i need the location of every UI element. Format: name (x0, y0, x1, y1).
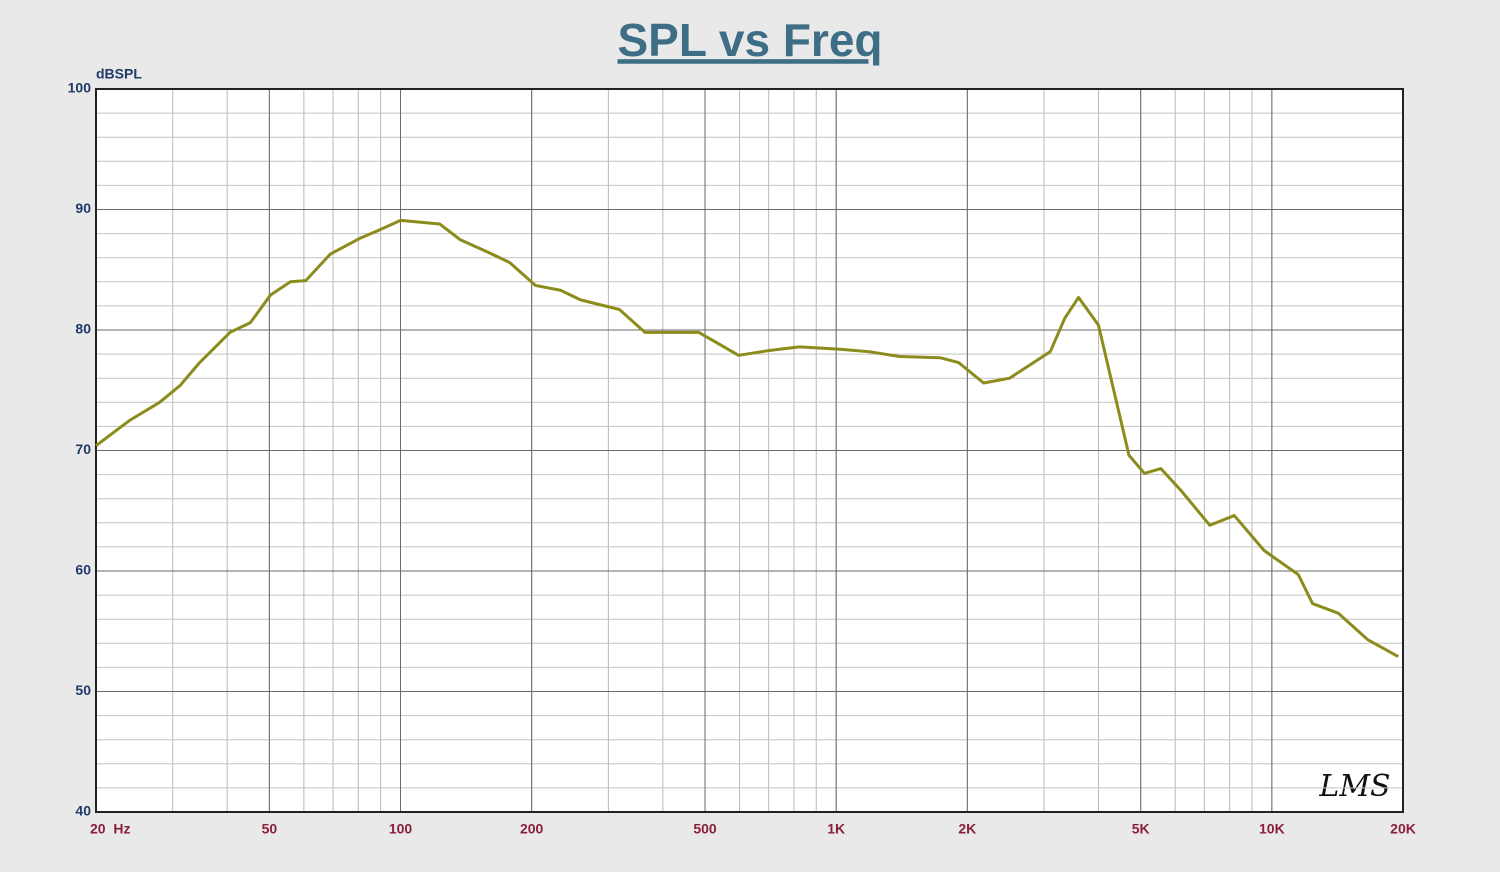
y-axis-label: dBSPL (96, 66, 142, 82)
x-tick-label: 1K (827, 821, 845, 837)
y-tick-label: 90 (75, 200, 91, 216)
x-tick-label: 5K (1132, 821, 1150, 837)
x-tick-label: 200 (520, 821, 544, 837)
x-tick-label: 20 Hz (90, 821, 130, 837)
y-tick-label: 80 (75, 321, 91, 337)
x-tick-label: 20K (1390, 821, 1416, 837)
y-tick-label: 60 (75, 562, 91, 578)
x-tick-label: 50 (262, 821, 278, 837)
y-tick-label: 40 (75, 803, 91, 819)
x-tick-label: 10K (1259, 821, 1285, 837)
series-line (95, 218, 1399, 658)
y-tick-label: 100 (68, 80, 92, 96)
plot-border (95, 88, 1404, 813)
y-tick-label: 50 (75, 682, 91, 698)
x-tick-label: 100 (389, 821, 413, 837)
y-tick-label: 70 (75, 441, 91, 457)
x-tick-label: 2K (958, 821, 976, 837)
watermark: LMS (1318, 769, 1390, 804)
chart-title: SPL vs Freq (617, 14, 882, 66)
x-tick-label: 500 (693, 821, 717, 837)
